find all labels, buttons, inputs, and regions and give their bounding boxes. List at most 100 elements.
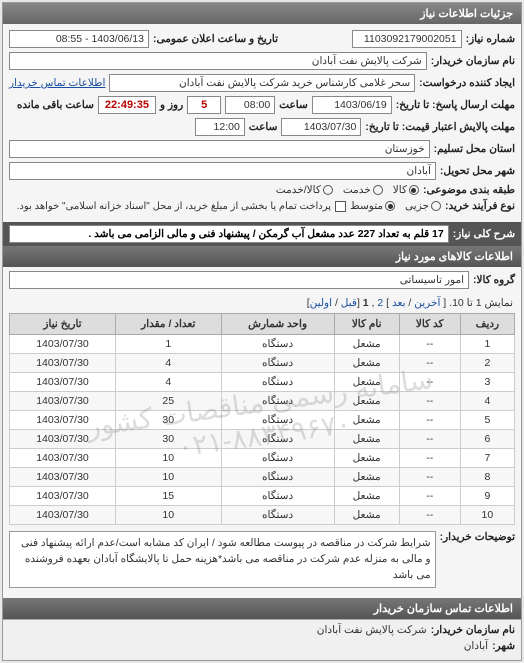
table-cell: مشعل xyxy=(334,392,399,411)
table-cell: 1403/07/30 xyxy=(10,354,116,373)
footer-city-label: شهر: xyxy=(492,640,515,652)
table-cell: -- xyxy=(399,411,460,430)
table-cell: دستگاه xyxy=(221,335,334,354)
requester-label: ایجاد کننده درخواست: xyxy=(419,77,515,89)
table-cell: 3 xyxy=(460,373,514,392)
table-cell: -- xyxy=(399,468,460,487)
table-row[interactable]: 9--مشعلدستگاه151403/07/30 xyxy=(10,487,515,506)
table-cell: 25 xyxy=(116,392,222,411)
request-no-label: شماره نیاز: xyxy=(466,33,515,45)
treasury-checkbox[interactable] xyxy=(335,201,346,212)
table-cell: دستگاه xyxy=(221,430,334,449)
buyer-label: نام سازمان خریدار: xyxy=(431,55,515,67)
table-cell: 1403/07/30 xyxy=(10,468,116,487)
table-cell: دستگاه xyxy=(221,392,334,411)
hour-label-2: ساعت xyxy=(249,121,278,133)
table-row[interactable]: 7--مشعلدستگاه101403/07/30 xyxy=(10,449,515,468)
pack-radio-both[interactable]: کالا/خدمت xyxy=(276,184,333,196)
validity-time: 12:00 xyxy=(195,118,245,136)
pack-radio-group: کالا خدمت کالا/خدمت xyxy=(276,184,419,196)
radio-icon xyxy=(431,201,441,211)
pager-first[interactable]: اولین xyxy=(310,297,332,309)
radio-icon xyxy=(373,185,383,195)
goods-header: اطلاعات کالاهای مورد نیاز xyxy=(3,246,521,267)
table-cell: -- xyxy=(399,449,460,468)
radio-icon xyxy=(409,185,419,195)
table-cell: دستگاه xyxy=(221,506,334,525)
announce-value: 1403/06/13 - 08:55 xyxy=(9,30,149,48)
table-cell: مشعل xyxy=(334,430,399,449)
table-row[interactable]: 3--مشعلدستگاه41403/07/30 xyxy=(10,373,515,392)
table-cell: 5 xyxy=(460,411,514,430)
goods-group-label: گروه کالا: xyxy=(473,274,515,286)
table-cell: مشعل xyxy=(334,354,399,373)
panel-title: جزئیات اطلاعات نیاز xyxy=(3,3,521,24)
table-cell: 1403/07/30 xyxy=(10,373,116,392)
table-cell: 4 xyxy=(116,354,222,373)
table-cell: دستگاه xyxy=(221,411,334,430)
table-cell: -- xyxy=(399,392,460,411)
footer-city-value: آبادان xyxy=(464,640,488,652)
radio-icon xyxy=(385,201,395,211)
process-radio-low[interactable]: جزیی xyxy=(405,200,441,212)
deadline-send-label: مهلت ارسال پاسخ: تا تاریخ: xyxy=(396,99,515,111)
table-cell: 4 xyxy=(460,392,514,411)
table-cell: مشعل xyxy=(334,487,399,506)
table-header-row: ردیفکد کالانام کالاواحد شمارشتعداد / مقد… xyxy=(10,314,515,335)
validity-label: مهلت پالایش اعتبار قیمت: تا تاریخ: xyxy=(365,121,515,133)
remain-days: 5 xyxy=(187,96,221,114)
table-col-header: کد کالا xyxy=(399,314,460,335)
notes-label: توضیحات خریدار: xyxy=(440,531,515,543)
pack-label: طبقه بندی موضوعی: xyxy=(423,184,515,196)
remain-suffix: ساعت باقی مانده xyxy=(17,99,94,111)
table-cell: 30 xyxy=(116,411,222,430)
validity-date: 1403/07/30 xyxy=(281,118,361,136)
pager-prev[interactable]: قبل xyxy=(341,297,357,309)
contact-buyer-link[interactable]: اطلاعات تماس خریدار xyxy=(9,77,105,89)
table-row[interactable]: 4--مشعلدستگاه251403/07/30 xyxy=(10,392,515,411)
process-radio-mid[interactable]: متوسط xyxy=(350,200,395,212)
goods-table-wrap: سامانه رسمی مناقصات کشور ۰۲۱-۸۸۳۴۹۶۷۰ رد… xyxy=(9,313,515,525)
table-cell: 1403/07/30 xyxy=(10,449,116,468)
table-cell: 1403/07/30 xyxy=(10,487,116,506)
table-row[interactable]: 5--مشعلدستگاه301403/07/30 xyxy=(10,411,515,430)
footer-org-value: شرکت پالایش نفت آبادان xyxy=(317,624,427,636)
table-cell: مشعل xyxy=(334,468,399,487)
need-desc-value: 17 قلم به تعداد 227 عدد مشعل آب گرمکن / … xyxy=(9,225,449,243)
remain-day-label: روز و xyxy=(160,99,183,111)
table-col-header: نام کالا xyxy=(334,314,399,335)
pack-radio-service[interactable]: خدمت xyxy=(343,184,383,196)
table-row[interactable]: 6--مشعلدستگاه301403/07/30 xyxy=(10,430,515,449)
city-value: آبادان xyxy=(9,162,436,180)
table-cell: 10 xyxy=(116,449,222,468)
table-cell: 2 xyxy=(460,354,514,373)
table-cell: 10 xyxy=(460,506,514,525)
pager-p2[interactable]: 2 xyxy=(377,297,383,309)
table-cell: 7 xyxy=(460,449,514,468)
table-cell: 4 xyxy=(116,373,222,392)
table-cell: 9 xyxy=(460,487,514,506)
table-row[interactable]: 8--مشعلدستگاه101403/07/30 xyxy=(10,468,515,487)
table-cell: مشعل xyxy=(334,506,399,525)
table-col-header: واحد شمارش xyxy=(221,314,334,335)
pager-p1: 1 xyxy=(363,297,369,309)
table-row[interactable]: 2--مشعلدستگاه41403/07/30 xyxy=(10,354,515,373)
table-cell: 15 xyxy=(116,487,222,506)
announce-label: تاریخ و ساعت اعلان عمومی: xyxy=(153,33,278,45)
table-cell: 6 xyxy=(460,430,514,449)
request-no-value: 1103092179002051 xyxy=(352,30,462,48)
process-label: نوع فرآیند خرید: xyxy=(445,200,515,212)
table-cell: دستگاه xyxy=(221,468,334,487)
need-details-panel: جزئیات اطلاعات نیاز شماره نیاز: 11030921… xyxy=(2,2,522,661)
table-cell: -- xyxy=(399,373,460,392)
table-cell: مشعل xyxy=(334,373,399,392)
table-row[interactable]: 1--مشعلدستگاه11403/07/30 xyxy=(10,335,515,354)
table-cell: 1403/07/30 xyxy=(10,506,116,525)
pager-last[interactable]: آخرین xyxy=(414,297,440,309)
deadline-send-time: 08:00 xyxy=(225,96,275,114)
table-row[interactable]: 10--مشعلدستگاه101403/07/30 xyxy=(10,506,515,525)
pager-next[interactable]: بعد xyxy=(392,297,406,309)
table-cell: -- xyxy=(399,506,460,525)
table-cell: 1403/07/30 xyxy=(10,411,116,430)
pack-radio-all[interactable]: کالا xyxy=(393,184,419,196)
